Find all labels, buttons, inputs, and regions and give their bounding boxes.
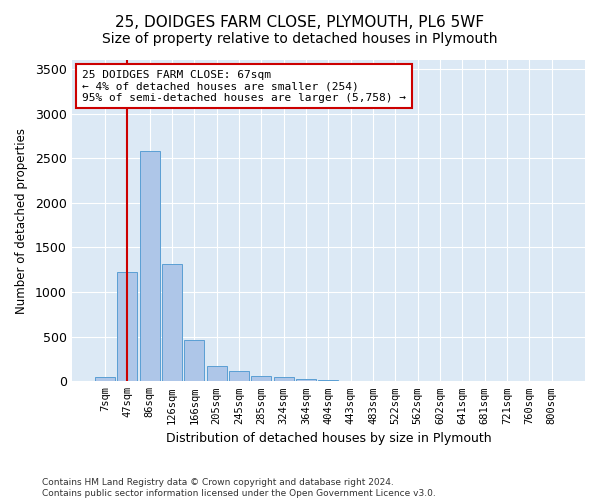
- Bar: [206, 366, 227, 382]
- Text: Contains HM Land Registry data © Crown copyright and database right 2024.
Contai: Contains HM Land Registry data © Crown c…: [42, 478, 436, 498]
- Bar: [184, 340, 205, 382]
- X-axis label: Distribution of detached houses by size in Plymouth: Distribution of detached houses by size …: [166, 432, 491, 445]
- Bar: [229, 372, 249, 382]
- Text: 25 DOIDGES FARM CLOSE: 67sqm
← 4% of detached houses are smaller (254)
95% of se: 25 DOIDGES FARM CLOSE: 67sqm ← 4% of det…: [82, 70, 406, 103]
- Text: Size of property relative to detached houses in Plymouth: Size of property relative to detached ho…: [102, 32, 498, 46]
- Bar: [251, 376, 271, 382]
- Bar: [95, 377, 115, 382]
- Y-axis label: Number of detached properties: Number of detached properties: [15, 128, 28, 314]
- Bar: [140, 151, 160, 382]
- Bar: [296, 378, 316, 382]
- Bar: [318, 380, 338, 382]
- Bar: [274, 378, 294, 382]
- Bar: [118, 272, 137, 382]
- Text: 25, DOIDGES FARM CLOSE, PLYMOUTH, PL6 5WF: 25, DOIDGES FARM CLOSE, PLYMOUTH, PL6 5W…: [115, 15, 485, 30]
- Bar: [162, 264, 182, 382]
